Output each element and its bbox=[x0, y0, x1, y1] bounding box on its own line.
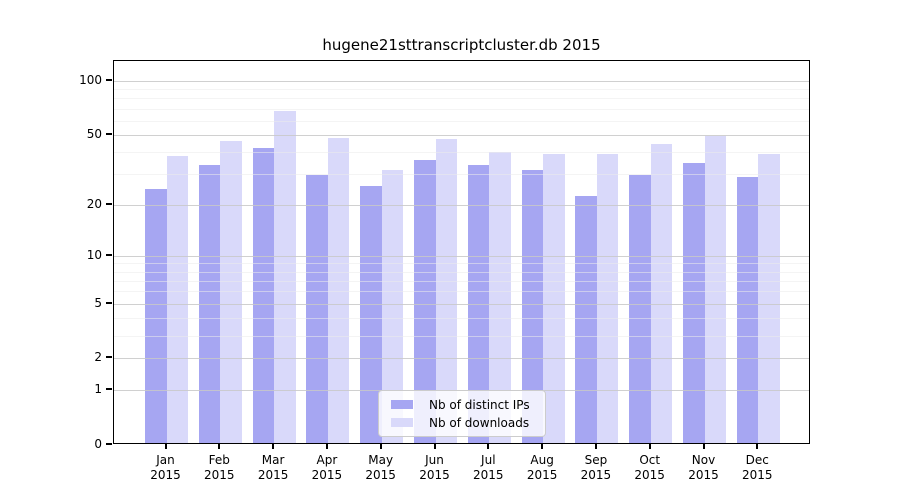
bar-downloads bbox=[596, 153, 619, 443]
bar-distinct-ips bbox=[629, 174, 651, 443]
y-tick-mark bbox=[106, 301, 112, 304]
x-tick-mark bbox=[756, 444, 759, 449]
bar-distinct-ips bbox=[683, 162, 705, 443]
gridline bbox=[114, 263, 809, 265]
bar-distinct-ips bbox=[360, 185, 382, 443]
x-tick-label: Apr 2015 bbox=[311, 453, 343, 482]
y-tick-mark bbox=[106, 253, 112, 256]
x-tick-label: Oct 2015 bbox=[634, 453, 665, 482]
y-tick-label: 2 bbox=[94, 350, 102, 365]
x-tick-label: Jan 2015 bbox=[150, 453, 181, 482]
legend-entry-distinct-ips: Nb of distinct IPs bbox=[388, 398, 536, 412]
x-tick-mark bbox=[164, 444, 167, 449]
x-tick-label: Jul 2015 bbox=[473, 453, 504, 482]
gridline bbox=[114, 303, 809, 305]
x-tick-label: Sep 2015 bbox=[580, 453, 612, 482]
x-tick-mark bbox=[594, 444, 597, 449]
x-tick-label: Aug 2015 bbox=[526, 453, 558, 482]
bar-distinct-ips bbox=[575, 195, 597, 443]
gridline bbox=[114, 152, 809, 154]
x-tick-mark bbox=[272, 444, 275, 449]
x-tick-mark bbox=[648, 444, 651, 449]
legend: Nb of distinct IPs Nb of downloads bbox=[378, 390, 546, 437]
bar-downloads bbox=[166, 156, 188, 443]
x-tick-mark bbox=[433, 444, 436, 449]
y-tick-label: 0 bbox=[94, 437, 102, 451]
chart-title: hugene21sttranscriptcluster.db 2015 bbox=[322, 36, 601, 54]
y-tick-mark bbox=[106, 132, 112, 135]
gridline bbox=[114, 318, 809, 320]
bar-downloads bbox=[758, 153, 780, 443]
bar-distinct-ips bbox=[306, 174, 328, 443]
bar-distinct-ips bbox=[521, 169, 544, 443]
gridline bbox=[114, 358, 809, 360]
legend-swatch-downloads bbox=[391, 418, 413, 427]
legend-label-distinct-ips: Nb of distinct IPs bbox=[429, 397, 530, 412]
gridline bbox=[114, 89, 809, 91]
y-tick-mark bbox=[106, 388, 112, 391]
gridline bbox=[114, 174, 809, 176]
gridline bbox=[114, 271, 809, 273]
gridline bbox=[114, 291, 809, 293]
bar-distinct-ips bbox=[414, 160, 436, 443]
x-tick-mark bbox=[487, 444, 490, 449]
x-tick-label: Jun 2015 bbox=[419, 453, 450, 482]
bar-downloads bbox=[543, 153, 565, 443]
gridline bbox=[114, 255, 809, 257]
x-tick-label: Mar 2015 bbox=[257, 453, 289, 482]
legend-label-downloads: Nb of downloads bbox=[429, 415, 530, 430]
gridline bbox=[114, 108, 809, 110]
bar-downloads bbox=[327, 137, 350, 443]
x-tick-mark bbox=[379, 444, 382, 449]
bar-downloads bbox=[650, 144, 673, 443]
y-tick-label: 100 bbox=[79, 72, 102, 87]
x-tick-label: Dec 2015 bbox=[742, 453, 773, 482]
bar-downloads bbox=[435, 139, 457, 443]
y-tick-mark bbox=[106, 202, 112, 205]
bar-downloads bbox=[274, 111, 296, 443]
gridline bbox=[114, 335, 809, 337]
y-tick-label: 50 bbox=[86, 126, 102, 141]
bar-downloads bbox=[489, 151, 511, 443]
bar-distinct-ips bbox=[252, 148, 275, 443]
gridline bbox=[114, 98, 809, 100]
gridline bbox=[114, 80, 809, 82]
y-tick-label: 5 bbox=[94, 295, 102, 310]
x-tick-label: May 2015 bbox=[365, 453, 396, 482]
y-tick-label: 1 bbox=[94, 382, 102, 397]
x-tick-mark bbox=[541, 444, 544, 449]
y-tick-label: 20 bbox=[86, 196, 102, 211]
y-tick-mark bbox=[106, 443, 112, 445]
gridline bbox=[114, 120, 809, 122]
x-tick-mark bbox=[218, 444, 221, 449]
x-tick-mark bbox=[702, 444, 705, 449]
gridline bbox=[114, 134, 809, 136]
x-tick-label: Feb 2015 bbox=[204, 453, 235, 482]
x-tick-mark bbox=[325, 444, 328, 449]
legend-entry-downloads: Nb of downloads bbox=[388, 416, 536, 430]
bar-downloads bbox=[704, 135, 726, 443]
plot-area bbox=[113, 60, 810, 444]
legend-swatch-distinct-ips bbox=[391, 400, 413, 409]
y-tick-mark bbox=[106, 356, 112, 359]
gridline bbox=[114, 280, 809, 282]
y-tick-label: 10 bbox=[86, 247, 102, 262]
y-tick-mark bbox=[106, 78, 112, 81]
gridline bbox=[114, 204, 809, 206]
bar-distinct-ips bbox=[736, 177, 759, 443]
bar-downloads bbox=[381, 169, 404, 443]
bar-distinct-ips bbox=[145, 189, 167, 443]
x-tick-label: Nov 2015 bbox=[688, 453, 719, 482]
